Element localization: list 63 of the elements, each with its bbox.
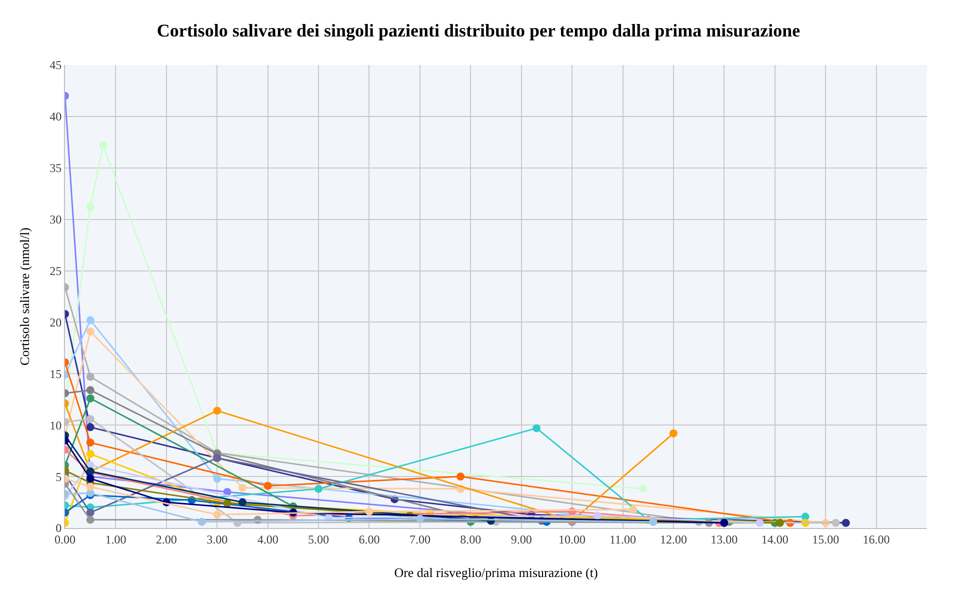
point bbox=[238, 498, 246, 506]
x-tick-label: 15.00 bbox=[812, 532, 840, 546]
point bbox=[238, 484, 246, 492]
point bbox=[456, 472, 465, 481]
x-tick-label: 14.00 bbox=[761, 532, 788, 546]
y-tick-label: 10 bbox=[50, 418, 62, 432]
x-tick-label: 1.00 bbox=[105, 532, 126, 546]
y-tick-label: 25 bbox=[50, 264, 62, 278]
point bbox=[86, 438, 94, 447]
x-tick-label: 2.00 bbox=[156, 532, 177, 546]
point bbox=[99, 141, 108, 150]
x-tick-label: 8.00 bbox=[460, 532, 482, 546]
point bbox=[86, 508, 94, 517]
point bbox=[86, 423, 94, 432]
y-tick-label: 30 bbox=[50, 212, 62, 227]
point bbox=[365, 508, 374, 516]
x-tick-label: 3.00 bbox=[206, 532, 228, 546]
y-tick-label: 35 bbox=[50, 161, 62, 176]
x-tick-label: 13.00 bbox=[710, 532, 738, 546]
point bbox=[86, 327, 94, 336]
point bbox=[832, 518, 840, 527]
chart-title: Cortisolo salivare dei singoli pazienti distribuito per tempo dalla prima misurazione bbox=[156, 20, 800, 40]
point bbox=[720, 518, 728, 527]
point bbox=[264, 482, 272, 490]
point bbox=[314, 484, 323, 493]
point bbox=[86, 450, 94, 458]
point bbox=[842, 518, 850, 527]
point bbox=[628, 505, 637, 514]
point bbox=[86, 414, 94, 423]
point bbox=[86, 202, 94, 211]
x-tick-label: 11.00 bbox=[609, 532, 636, 546]
point bbox=[86, 516, 94, 524]
y-tick-label: 5 bbox=[56, 470, 62, 484]
y-tick-label: 45 bbox=[50, 58, 62, 72]
point bbox=[86, 372, 94, 381]
y-tick-label: 15 bbox=[50, 366, 62, 381]
point bbox=[416, 514, 424, 523]
point bbox=[532, 424, 541, 432]
x-tick-label: 4.00 bbox=[257, 532, 278, 546]
point bbox=[86, 316, 94, 324]
x-tick-label: 16.00 bbox=[862, 532, 890, 546]
y-axis-title: Cortisolo salivare (nmol/l) bbox=[17, 228, 32, 366]
y-tick-label: 20 bbox=[50, 315, 62, 330]
point bbox=[86, 482, 94, 491]
x-tick-label: 10.00 bbox=[558, 532, 586, 546]
x-axis-title: Ore dal risveglio/prima misurazione (t) bbox=[394, 565, 598, 580]
point bbox=[639, 484, 648, 493]
point bbox=[593, 512, 602, 520]
y-tick-label: 40 bbox=[50, 110, 62, 124]
x-tick-label: 7.00 bbox=[409, 532, 430, 546]
point bbox=[669, 429, 678, 438]
x-tick-label: 9.00 bbox=[510, 532, 532, 546]
point bbox=[213, 474, 222, 483]
point bbox=[213, 510, 222, 519]
point bbox=[86, 386, 94, 394]
x-tick-label: 5.00 bbox=[308, 532, 330, 546]
point bbox=[198, 518, 206, 526]
point bbox=[756, 518, 764, 527]
point bbox=[776, 518, 784, 527]
point bbox=[86, 394, 94, 402]
x-tick-label: 12.00 bbox=[660, 532, 687, 546]
point bbox=[213, 406, 222, 415]
x-tick-label: 6.00 bbox=[358, 532, 380, 546]
